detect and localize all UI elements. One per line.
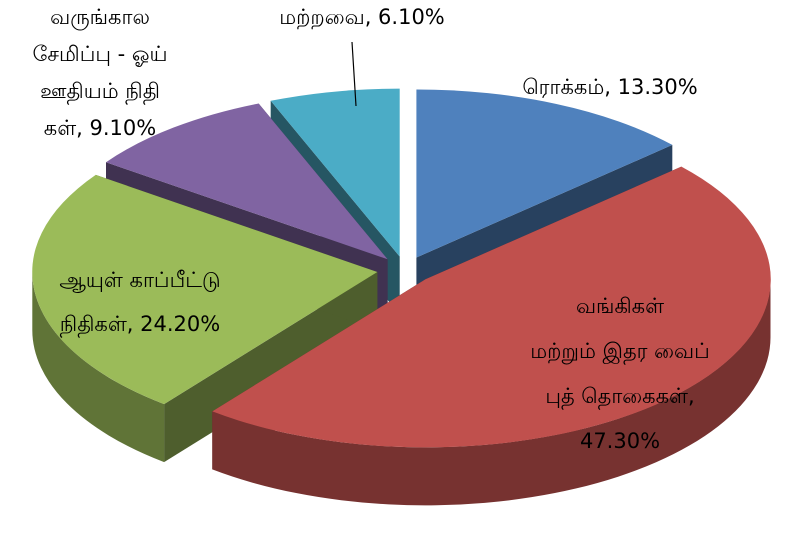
slice-wall: [212, 279, 771, 506]
data-label: ஆயுள் காப்பீட்டு: [59, 268, 220, 293]
data-label: ஊதியம் நிதி: [40, 79, 160, 105]
data-label: வருங்கால: [50, 5, 150, 30]
data-label: மற்றவை, 6.10%: [279, 5, 445, 29]
data-label: நிதிகள், 24.20%: [60, 312, 220, 338]
labels: ரொக்கம், 13.30% வங்கிகள் மற்றும் இதர வைப் ப…: [32, 5, 709, 453]
slice: [270, 88, 400, 257]
pie: [32, 88, 771, 506]
leader-line: [351, 41, 357, 107]
slice-wall: [32, 272, 165, 463]
data-label: 47.30%: [580, 429, 660, 453]
data-label: ரொக்கம், 13.30%: [522, 75, 697, 99]
slice: [106, 103, 388, 260]
slice: [416, 89, 673, 258]
data-label: மற்றும் இதர வைப்: [530, 339, 710, 365]
data-label: கள், 9.10%: [44, 116, 156, 140]
data-label: புத் தொகைகள்,: [545, 384, 694, 410]
slice: [32, 174, 378, 405]
slice: [212, 166, 771, 448]
data-label: வங்கிகள்: [576, 294, 664, 318]
data-label: சேமிப்பு - ஓய்: [32, 42, 167, 67]
